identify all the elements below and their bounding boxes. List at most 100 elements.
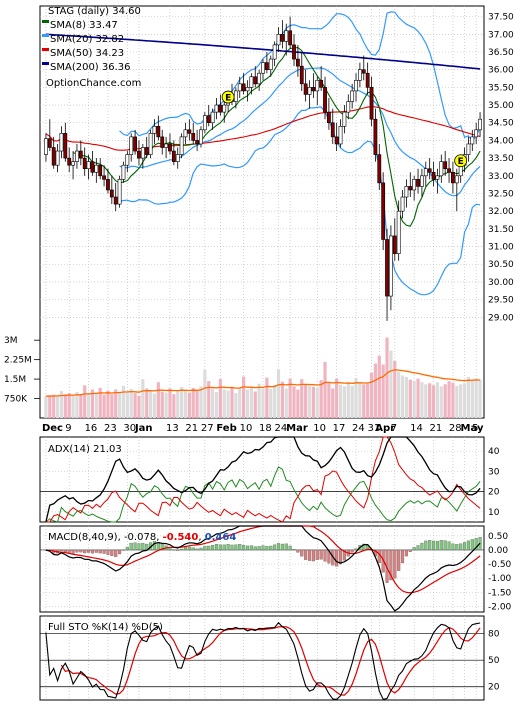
candle-up <box>183 129 188 138</box>
volume-bar <box>350 385 354 418</box>
candle-down <box>78 150 83 159</box>
volume-bar <box>273 384 277 418</box>
price-tick-label: 29.50 <box>488 296 514 306</box>
legend-swatch <box>42 48 49 51</box>
candle-down <box>137 150 141 159</box>
volume-bar <box>474 378 478 418</box>
volume-bar <box>397 371 401 418</box>
macd-histogram-bar <box>311 549 315 562</box>
macd-histogram-bar <box>71 549 75 554</box>
volume-bar <box>338 384 343 418</box>
candle-down <box>427 168 432 173</box>
volume-bar <box>164 392 168 418</box>
candle-up <box>233 90 238 102</box>
macd-histogram-bar <box>118 549 122 555</box>
macd-histogram-bar <box>304 549 308 560</box>
candle-down <box>311 87 316 92</box>
volume-bar <box>176 389 180 418</box>
macd-histogram-bar <box>238 544 242 551</box>
candle-up <box>175 154 180 162</box>
candle-down <box>160 136 165 148</box>
stoch-tick-label: 20 <box>488 683 500 693</box>
price-tick-label: 30.00 <box>488 278 514 288</box>
candle-down <box>109 189 114 198</box>
price-tick-label: 33.50 <box>488 154 514 164</box>
adx-tick-label: 20 <box>488 488 500 498</box>
volume-bar <box>261 388 265 418</box>
macd-histogram-bar <box>296 549 300 553</box>
macd-hist-value: 0.464 <box>205 532 237 543</box>
volume-bar <box>52 394 56 418</box>
candle-down <box>264 62 269 70</box>
candle-up <box>420 175 424 187</box>
candle-down <box>63 133 68 159</box>
macd-histogram-bar <box>218 544 222 551</box>
volume-bar <box>455 385 459 418</box>
candle-up <box>272 44 277 60</box>
macd-histogram-bar <box>180 548 184 551</box>
macd-histogram-bar <box>133 542 137 551</box>
stoch-tick-label: 50 <box>488 656 500 666</box>
macd-histogram-bar <box>416 545 420 551</box>
volume-bar <box>257 383 261 418</box>
x-tick-label: Jan <box>134 423 153 434</box>
volume-bar <box>424 384 428 418</box>
macd-histogram-bar <box>199 547 203 551</box>
macd-histogram-bar <box>474 538 478 551</box>
candle-up <box>315 79 320 92</box>
macd-histogram-bar <box>94 549 98 553</box>
x-tick-label: May <box>461 423 484 434</box>
macd-histogram-bar <box>245 545 250 551</box>
volume-bar <box>183 390 188 418</box>
macd-histogram-bar <box>257 546 261 551</box>
volume-bar <box>315 387 319 418</box>
price-tick-label: 30.50 <box>488 260 514 270</box>
candle-down <box>106 179 110 191</box>
volume-bar <box>121 385 126 418</box>
price-tick-label: 34.00 <box>488 136 514 146</box>
volume-bar <box>55 395 60 418</box>
macd-histogram-bar <box>106 549 110 555</box>
macd-histogram-bar <box>191 547 195 551</box>
macd-histogram-bar <box>83 549 87 554</box>
macd-histogram-bar <box>87 549 91 553</box>
macd-histogram-bar <box>319 549 323 560</box>
macd-histogram-bar <box>102 549 106 554</box>
candle-up <box>55 150 60 166</box>
volume-bar <box>152 393 157 418</box>
candle-up <box>400 196 405 212</box>
macd-histogram-bar <box>129 542 133 551</box>
volume-bar <box>435 382 440 418</box>
macd-histogram-bar <box>428 540 432 551</box>
candle-down <box>187 129 192 134</box>
volume-bar <box>117 392 122 418</box>
volume-bar <box>253 391 257 418</box>
adx-line <box>45 436 481 523</box>
candle-up <box>210 111 215 124</box>
candle-up <box>396 210 401 254</box>
x-tick-label: 30 <box>123 423 136 434</box>
volume-bar <box>145 388 149 418</box>
macd-histogram-bar <box>176 549 180 551</box>
macd-sep-2: , <box>156 532 162 543</box>
price-tick-label: 34.50 <box>488 119 514 129</box>
volume-bar <box>71 394 75 418</box>
macd-histogram-bar <box>125 546 129 551</box>
volume-panel: 3M 2.25M 1.5M 750K <box>4 336 482 418</box>
volume-bar <box>195 391 199 418</box>
legend-sma20: SMA(20) 32.82 <box>50 34 124 45</box>
volume-bar <box>230 386 234 418</box>
volume-bar <box>366 383 370 418</box>
macd-histogram-bar <box>447 541 451 551</box>
macd-histogram-bar <box>59 549 63 551</box>
adx-panel: 40 30 20 10 <box>39 436 500 523</box>
volume-bar <box>218 379 222 418</box>
volume-bar <box>280 381 284 418</box>
ticker-label: STAG (daily) 34.60 <box>48 6 141 17</box>
candle-up <box>435 175 440 180</box>
macd-histogram-bar <box>234 544 238 551</box>
candle-down <box>102 175 106 180</box>
candle-up <box>179 136 184 155</box>
